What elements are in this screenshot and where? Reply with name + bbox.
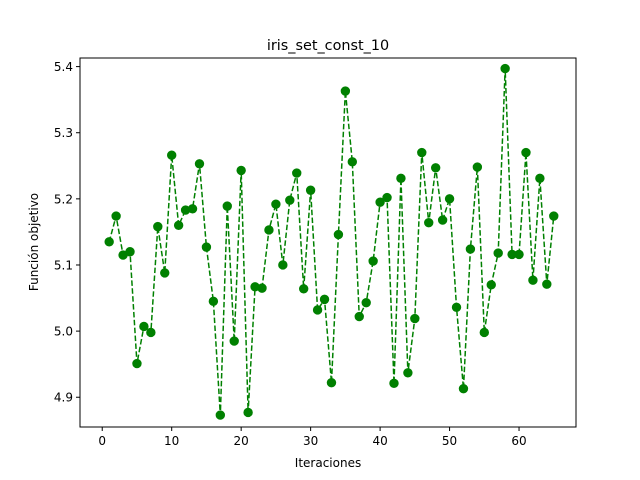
data-point xyxy=(312,305,323,315)
x-tick-label: 50 xyxy=(442,434,457,448)
data-point xyxy=(542,279,552,289)
data-point xyxy=(361,297,371,308)
x-tick-label: 10 xyxy=(164,434,179,448)
data-point xyxy=(104,237,114,247)
data-point xyxy=(187,204,198,214)
x-tick-label: 20 xyxy=(234,434,249,448)
data-point xyxy=(354,311,364,322)
data-point xyxy=(298,284,309,294)
data-point xyxy=(264,225,274,235)
plot-series xyxy=(104,63,559,420)
data-point xyxy=(153,221,163,232)
data-point xyxy=(347,157,358,167)
data-point xyxy=(535,173,545,184)
x-tick-label: 40 xyxy=(372,434,387,448)
data-point xyxy=(382,192,392,203)
y-tick-label: 5.1 xyxy=(54,258,73,272)
data-point xyxy=(340,86,351,96)
data-point xyxy=(319,294,330,305)
y-tick-label: 5.0 xyxy=(54,325,73,339)
data-point xyxy=(375,197,385,207)
data-point xyxy=(139,321,149,332)
y-tick-label: 4.9 xyxy=(54,391,73,405)
plot-frame xyxy=(79,57,577,428)
y-tick-label: 5.3 xyxy=(54,126,73,140)
y-tick-label: 5.2 xyxy=(54,192,73,206)
data-point xyxy=(201,242,212,252)
data-point xyxy=(403,368,413,378)
data-point xyxy=(430,163,441,173)
data-point xyxy=(417,147,427,158)
data-point xyxy=(451,302,462,313)
data-point xyxy=(500,63,510,74)
data-point xyxy=(125,247,135,257)
data-point xyxy=(326,377,337,388)
data-point xyxy=(285,195,295,205)
data-point xyxy=(236,165,246,176)
chart-title: iris_set_const_10 xyxy=(267,38,389,54)
data-point xyxy=(521,147,531,158)
series-line xyxy=(108,68,555,416)
data-point xyxy=(479,327,489,338)
data-point xyxy=(167,150,177,160)
axis-ticks: 0 10 20 30 40 50 60 4.9 5.0 5.1 5.2 5.3 5.4 xyxy=(54,60,527,448)
data-point xyxy=(278,260,288,270)
data-point xyxy=(305,185,316,195)
data-point xyxy=(215,410,226,420)
x-tick-label: 60 xyxy=(511,434,526,448)
data-point xyxy=(194,159,205,169)
y-tick-label: 5.4 xyxy=(54,60,73,74)
data-point xyxy=(271,199,281,209)
data-point xyxy=(160,268,170,278)
data-point xyxy=(472,162,483,172)
data-point xyxy=(229,336,239,346)
data-point xyxy=(549,211,559,221)
x-axis-label: Iteraciones xyxy=(295,456,361,470)
data-point xyxy=(146,327,156,338)
data-point xyxy=(389,378,399,389)
data-point xyxy=(222,201,232,211)
data-point xyxy=(465,244,476,254)
data-point xyxy=(444,194,455,204)
data-point xyxy=(368,256,378,266)
data-point xyxy=(528,275,538,285)
data-point xyxy=(111,211,121,221)
data-point xyxy=(410,313,420,324)
data-point xyxy=(437,215,448,225)
data-point xyxy=(292,168,302,178)
data-point xyxy=(208,296,219,307)
x-tick-label: 0 xyxy=(98,434,106,448)
data-point xyxy=(333,229,344,240)
x-tick-label: 30 xyxy=(303,434,318,448)
data-point xyxy=(493,248,503,258)
y-axis-label: Función objetivo xyxy=(27,193,41,291)
data-point xyxy=(486,280,496,290)
data-point xyxy=(132,358,142,369)
data-point xyxy=(243,407,253,418)
data-point xyxy=(396,173,406,184)
data-point xyxy=(257,283,267,293)
data-point xyxy=(514,249,524,260)
data-point xyxy=(424,217,434,228)
data-point xyxy=(173,220,184,231)
data-point xyxy=(458,383,469,394)
